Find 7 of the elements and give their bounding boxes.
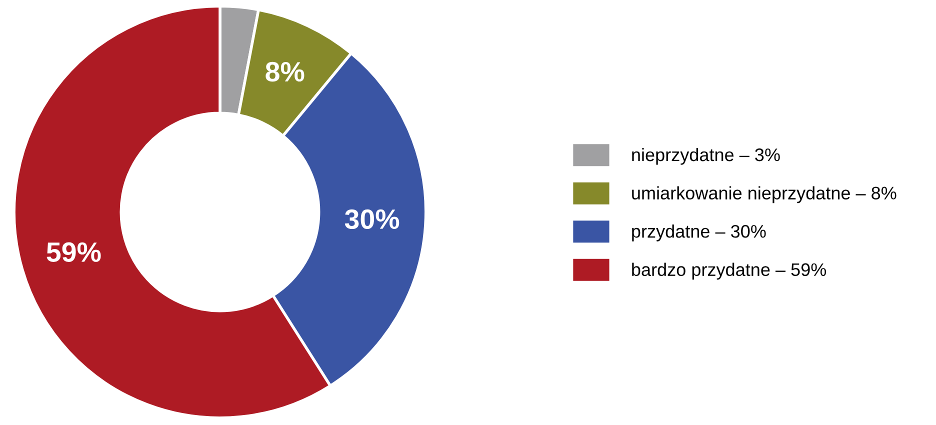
legend-label: umiarkowanie nieprzydatne – 8% [632,186,896,204]
data-label: 8% [266,62,304,82]
data-label: 59% [46,242,101,262]
data-label: 30% [344,209,400,230]
legend-label: nieprzydatne – 3% [632,148,780,165]
legend-label: przydatne – 30% [632,224,766,242]
legend-label: bardzo przydatne – 59% [632,262,826,280]
